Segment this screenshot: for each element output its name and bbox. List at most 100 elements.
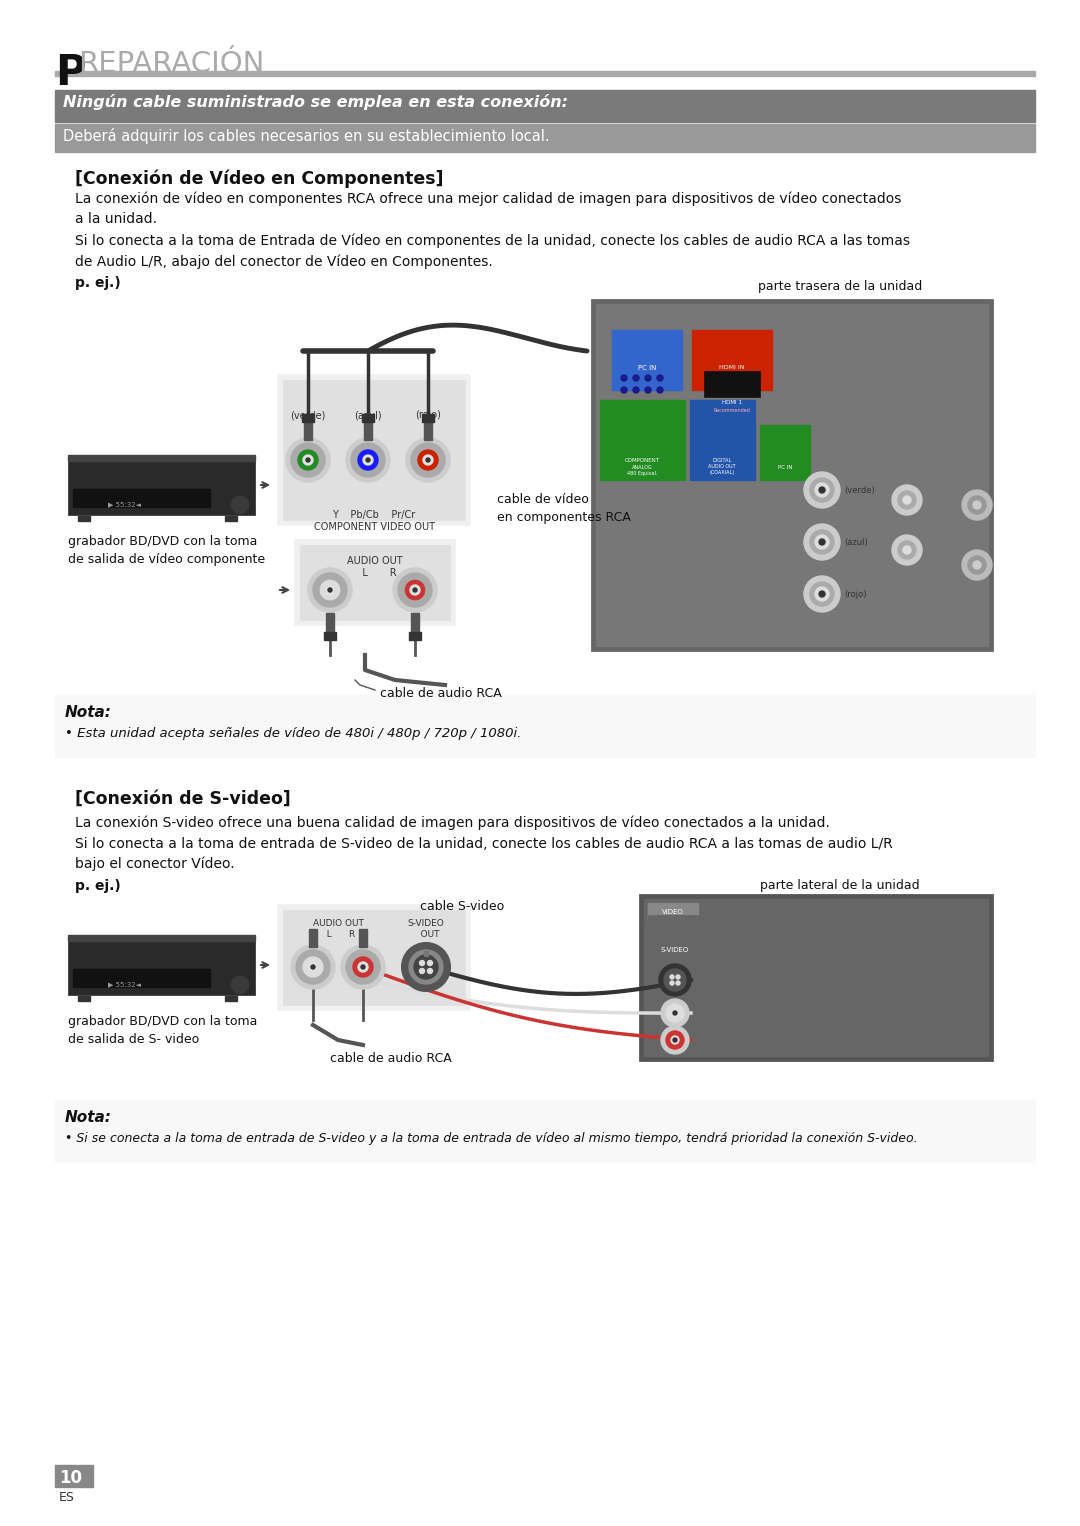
Circle shape bbox=[353, 957, 373, 977]
Bar bbox=[324, 632, 336, 639]
Circle shape bbox=[291, 945, 335, 989]
Bar bbox=[78, 996, 90, 1001]
Circle shape bbox=[325, 584, 335, 595]
Circle shape bbox=[291, 443, 325, 478]
Circle shape bbox=[399, 572, 432, 607]
Circle shape bbox=[671, 1009, 679, 1016]
Circle shape bbox=[303, 957, 323, 977]
Circle shape bbox=[676, 981, 680, 984]
Circle shape bbox=[361, 964, 365, 969]
Bar bbox=[278, 905, 470, 1010]
Circle shape bbox=[419, 960, 424, 966]
Text: ES: ES bbox=[59, 1491, 75, 1505]
Circle shape bbox=[308, 961, 318, 972]
Circle shape bbox=[405, 580, 426, 600]
Bar bbox=[592, 301, 993, 650]
Circle shape bbox=[406, 438, 450, 482]
Text: ▶ 55:32◄: ▶ 55:32◄ bbox=[108, 981, 141, 987]
Bar bbox=[309, 929, 318, 948]
Circle shape bbox=[819, 487, 825, 493]
Bar bbox=[600, 400, 685, 481]
Circle shape bbox=[671, 1036, 679, 1044]
Circle shape bbox=[903, 546, 912, 554]
Text: (rojo): (rojo) bbox=[843, 591, 866, 600]
Circle shape bbox=[286, 438, 330, 482]
Bar bbox=[295, 540, 455, 626]
Text: (verde): (verde) bbox=[291, 410, 326, 420]
Bar bbox=[78, 516, 90, 520]
Circle shape bbox=[426, 458, 430, 462]
Circle shape bbox=[645, 388, 651, 394]
Bar bbox=[760, 426, 810, 481]
Bar bbox=[302, 414, 314, 423]
Text: REPARACIÓN: REPARACIÓN bbox=[78, 50, 265, 78]
Circle shape bbox=[346, 951, 380, 984]
Bar bbox=[55, 72, 1035, 76]
Text: cable de audio RCA: cable de audio RCA bbox=[380, 687, 502, 700]
Bar bbox=[68, 455, 255, 514]
Bar bbox=[303, 415, 312, 439]
Text: grabador BD/DVD con la toma
de salida de vídeo componente: grabador BD/DVD con la toma de salida de… bbox=[68, 536, 265, 566]
Circle shape bbox=[428, 969, 432, 974]
Circle shape bbox=[962, 490, 993, 520]
Circle shape bbox=[815, 588, 829, 601]
Circle shape bbox=[657, 388, 663, 394]
Circle shape bbox=[673, 1012, 677, 1015]
Text: COMPONENT: COMPONENT bbox=[624, 458, 660, 462]
Bar bbox=[362, 414, 374, 423]
Circle shape bbox=[810, 478, 834, 502]
Circle shape bbox=[328, 588, 332, 592]
Bar bbox=[55, 694, 1035, 757]
Bar bbox=[704, 371, 760, 397]
Circle shape bbox=[897, 491, 916, 510]
Circle shape bbox=[423, 455, 433, 465]
Text: La conexión de vídeo en componentes RCA ofrece una mejor calidad de imagen para : La conexión de vídeo en componentes RCA … bbox=[75, 192, 902, 226]
Text: AUDIO OUT
  L      R: AUDIO OUT L R bbox=[312, 919, 364, 938]
Circle shape bbox=[320, 580, 340, 600]
Bar bbox=[68, 935, 255, 942]
Circle shape bbox=[393, 568, 437, 612]
Bar bbox=[55, 1100, 1035, 1161]
Text: cable S-video: cable S-video bbox=[420, 900, 504, 913]
Text: Si lo conecta a la toma de entrada de S-video de la unidad, conecte los cables d: Si lo conecta a la toma de entrada de S-… bbox=[75, 836, 893, 871]
Text: (rojo): (rojo) bbox=[415, 410, 441, 420]
Circle shape bbox=[357, 961, 368, 972]
Text: (azul): (azul) bbox=[354, 410, 382, 420]
Circle shape bbox=[903, 496, 912, 504]
Text: S-VIDEO
   OUT: S-VIDEO OUT bbox=[407, 919, 444, 938]
Circle shape bbox=[633, 388, 639, 394]
Bar bbox=[73, 969, 210, 987]
Circle shape bbox=[657, 375, 663, 382]
Circle shape bbox=[670, 975, 674, 980]
Bar bbox=[300, 545, 450, 620]
Circle shape bbox=[973, 562, 981, 569]
Text: • Esta unidad acepta señales de vídeo de 480i / 480p / 720p / 1080i.: • Esta unidad acepta señales de vídeo de… bbox=[65, 726, 522, 740]
Circle shape bbox=[296, 951, 330, 984]
Circle shape bbox=[815, 536, 829, 549]
Circle shape bbox=[670, 981, 674, 984]
Text: PC IN: PC IN bbox=[638, 365, 657, 371]
Text: [Conexión de Vídeo en Componentes]: [Conexión de Vídeo en Componentes] bbox=[75, 169, 444, 189]
Text: DIGITAL
AUDIO OUT
(COAXIAL): DIGITAL AUDIO OUT (COAXIAL) bbox=[708, 458, 735, 475]
Bar bbox=[55, 124, 1035, 153]
Bar bbox=[364, 415, 372, 439]
Circle shape bbox=[357, 450, 378, 470]
Text: (azul): (azul) bbox=[843, 539, 867, 546]
Text: ARC (in Recomer..): ARC (in Recomer..) bbox=[713, 374, 752, 378]
Circle shape bbox=[664, 969, 686, 990]
Text: (verde): (verde) bbox=[843, 485, 875, 494]
Circle shape bbox=[661, 1000, 689, 1027]
Bar bbox=[225, 516, 237, 520]
Bar bbox=[596, 304, 988, 645]
Text: • Si se conecta a la toma de entrada de S-video y a la toma de entrada de vídeo : • Si se conecta a la toma de entrada de … bbox=[65, 1132, 918, 1144]
Circle shape bbox=[298, 450, 318, 470]
Text: parte trasera de la unidad: parte trasera de la unidad bbox=[758, 279, 922, 293]
Text: p. ej.): p. ej.) bbox=[75, 276, 121, 290]
Text: cable de vídeo
en componentes RCA: cable de vídeo en componentes RCA bbox=[497, 493, 631, 523]
Text: grabador BD/DVD con la toma
de salida de S- video: grabador BD/DVD con la toma de salida de… bbox=[68, 1015, 257, 1045]
Bar bbox=[644, 899, 988, 1056]
Circle shape bbox=[892, 536, 922, 565]
Circle shape bbox=[621, 388, 627, 394]
Text: P: P bbox=[55, 52, 85, 95]
Circle shape bbox=[410, 584, 420, 595]
